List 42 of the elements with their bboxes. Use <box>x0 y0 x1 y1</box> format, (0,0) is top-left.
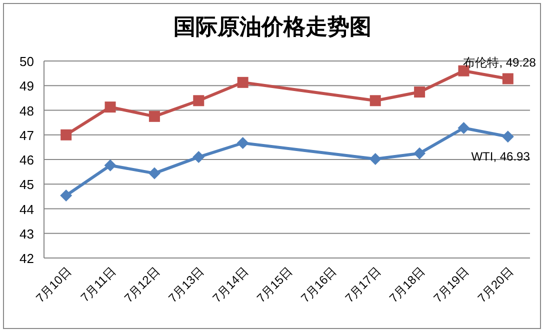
y-tick-label: 44 <box>20 202 34 217</box>
x-tick-label: 7月12日 <box>122 264 163 306</box>
point <box>370 95 381 106</box>
point <box>369 153 382 166</box>
point <box>502 130 514 143</box>
point <box>414 86 426 98</box>
x-tick-label: 7月20日 <box>474 264 516 306</box>
point <box>60 189 72 202</box>
point <box>193 95 204 106</box>
point <box>414 147 426 160</box>
series-label: 布伦特 <box>463 56 500 70</box>
x-tick-label: 7月11日 <box>78 264 118 305</box>
x-tick-label: 7月18日 <box>386 264 428 306</box>
point <box>104 102 116 113</box>
point <box>192 151 205 164</box>
data-label: , 46.93 <box>493 150 530 164</box>
y-tick-label: 48 <box>20 103 34 118</box>
point <box>458 122 470 134</box>
y-tick-label: 47 <box>20 128 34 143</box>
point <box>236 137 249 149</box>
x-tick-label: 7月16日 <box>298 264 340 306</box>
data-label: , 49.28 <box>499 56 536 70</box>
y-tick-label: 46 <box>20 152 34 168</box>
x-tick-label: 7月19日 <box>430 264 472 306</box>
x-tick-label: 7月14日 <box>210 264 251 306</box>
point <box>148 167 160 180</box>
series-label: WTI <box>471 150 494 164</box>
x-tick-label: 7月15日 <box>254 264 296 306</box>
x-tick-label: 7月13日 <box>166 264 207 306</box>
chart-title: 国际原油价格走势图 <box>174 14 372 39</box>
x-tick-label: 7月10日 <box>33 264 74 306</box>
point <box>104 159 116 172</box>
y-tick-label: 42 <box>20 251 34 266</box>
point <box>148 110 160 122</box>
point <box>237 76 248 88</box>
y-tick-label: 45 <box>20 177 34 192</box>
y-tick-label: 43 <box>20 226 34 242</box>
y-tick-label: 50 <box>20 54 34 69</box>
y-tick-label: 49 <box>20 78 34 94</box>
point <box>502 73 514 84</box>
x-tick-label: 7月17日 <box>342 264 384 306</box>
point <box>60 129 72 140</box>
